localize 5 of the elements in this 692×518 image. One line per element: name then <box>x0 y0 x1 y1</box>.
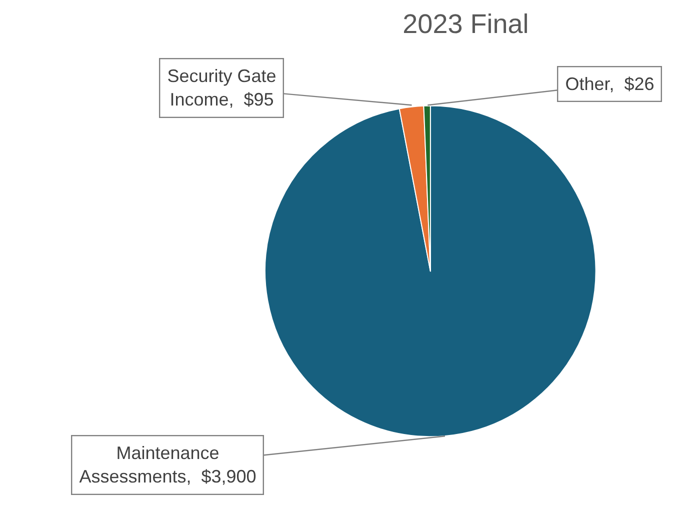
slice-label: Security Gate Income, $95 <box>167 66 276 110</box>
slice-label: Other, $26 <box>565 74 654 94</box>
pie-slice <box>264 105 596 437</box>
slice-label: Maintenance Assessments, $3,900 <box>79 443 256 487</box>
chart-title: 2023 Final <box>402 8 529 39</box>
